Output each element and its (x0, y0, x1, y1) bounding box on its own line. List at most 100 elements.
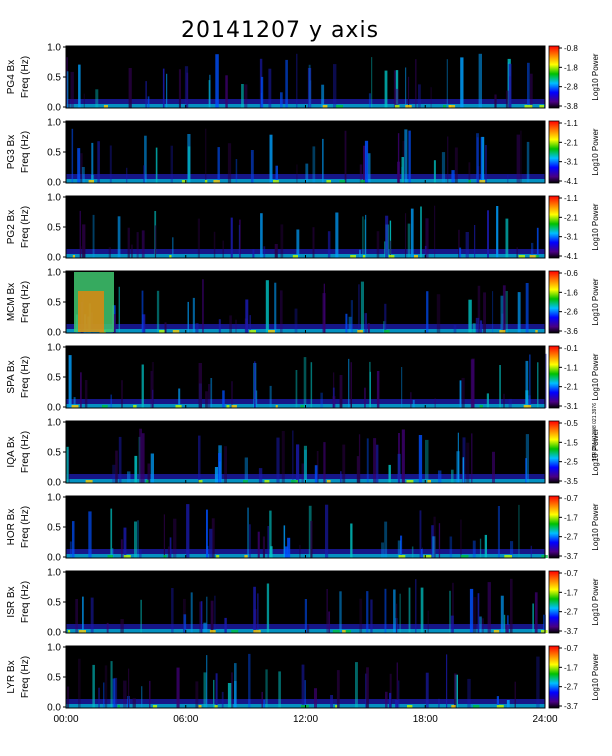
burst-streak (176, 667, 180, 708)
power-hotspot (398, 555, 406, 558)
burst-streak (144, 135, 147, 183)
burst-streak (245, 299, 249, 333)
burst-streak (502, 285, 506, 333)
panel-background (66, 271, 545, 333)
power-hotspot (275, 405, 278, 408)
burst-streak (266, 583, 270, 633)
colorbar-tick-label: -2.1 (564, 213, 578, 222)
burst-streak (467, 678, 471, 708)
burst-streak (254, 361, 256, 408)
burst-streak (536, 227, 539, 258)
burst-streak (481, 136, 485, 183)
burst-streak (249, 524, 251, 558)
power-hotspot (335, 705, 338, 708)
x-tick-label: 06:00 (173, 714, 198, 725)
burst-streak (432, 536, 436, 558)
burst-streak (536, 656, 540, 708)
burst-streak (252, 249, 255, 258)
burst-streak (170, 145, 173, 183)
burst-streak (476, 133, 479, 183)
burst-streak (395, 88, 399, 108)
burst-streak (281, 431, 285, 483)
burst-streak (314, 465, 318, 483)
burst-streak (123, 680, 127, 708)
burst-streak (505, 291, 508, 333)
burst-streak (458, 229, 460, 258)
burst-streak (247, 507, 249, 558)
burst-streak (268, 68, 272, 108)
burst-streak (301, 664, 305, 708)
burst-streak (508, 398, 512, 408)
power-hotspot (496, 705, 504, 708)
power-hotspot (244, 555, 248, 558)
burst-streak (280, 224, 284, 258)
power-hotspot (290, 480, 298, 483)
colorbar-tick-label: -2.5 (564, 458, 578, 467)
spectrogram-panel: 0.0 0.5 1.0 HOR Bx Freq (Hz) -0.7 -1.7 -2.7 -3.7… (6, 493, 600, 564)
station-label: PG2 Bx (6, 210, 17, 244)
burst-streak (373, 438, 377, 483)
burst-streak (92, 664, 95, 708)
burst-streak (110, 394, 112, 408)
burst-streak (249, 315, 251, 333)
burst-streak (306, 624, 310, 633)
colorbar-tick-label: -1.1 (564, 363, 578, 372)
burst-streak (476, 137, 479, 183)
burst-streak (257, 593, 259, 633)
burst-streak (449, 590, 451, 633)
burst-streak (183, 614, 187, 633)
burst-streak (462, 457, 465, 483)
burst-streak (68, 355, 72, 408)
colorbar-tick-label: -1.7 (564, 588, 578, 597)
burst-streak (371, 57, 373, 108)
power-hotspot (479, 405, 483, 408)
burst-streak (363, 145, 366, 183)
burst-streak (389, 220, 392, 258)
burst-streak (120, 539, 123, 558)
power-hotspot (345, 630, 352, 633)
burst-streak (438, 523, 441, 558)
colorbar-tick-label: -0.8 (564, 44, 578, 53)
burst-streak (480, 137, 483, 183)
burst-streak (199, 601, 202, 633)
power-hotspot (468, 180, 471, 183)
burst-streak (408, 587, 411, 633)
burst-streak (366, 591, 369, 633)
y-tick-label: 1.0 (47, 418, 61, 429)
burst-streak (77, 148, 81, 183)
burst-streak (112, 464, 116, 483)
burst-streak (84, 380, 88, 408)
burst-streak (147, 96, 150, 108)
power-hotspot (204, 180, 208, 183)
burst-streak (203, 622, 207, 633)
burst-streak (265, 280, 269, 333)
burst-streak (420, 587, 424, 633)
burst-streak (171, 588, 174, 633)
burst-streak (500, 595, 504, 633)
power-hotspot (71, 405, 79, 408)
burst-streak (280, 290, 283, 333)
power-hotspot (451, 705, 456, 708)
burst-streak (274, 282, 277, 333)
burst-streak (72, 521, 75, 558)
y-tick-label: 0.0 (47, 628, 61, 639)
power-hotspot (427, 480, 431, 483)
burst-streak (425, 218, 429, 258)
burst-streak (109, 145, 112, 183)
colorbar-tick-label: -3.1 (564, 158, 578, 167)
burst-streak (95, 89, 99, 108)
power-hotspot (499, 330, 506, 333)
burst-streak (396, 603, 398, 633)
power-hotspot (357, 330, 363, 333)
burst-streak (219, 461, 221, 483)
burst-streak (452, 582, 454, 633)
burst-streak (335, 212, 339, 258)
burst-streak (333, 64, 337, 108)
burst-streak (75, 599, 78, 633)
burst-streak (195, 323, 199, 333)
burst-streak (66, 71, 69, 108)
burst-streak (389, 692, 392, 708)
y-axis-label: Freq (Hz) (20, 131, 31, 173)
power-hotspot (394, 105, 400, 108)
power-hotspot (198, 705, 202, 708)
